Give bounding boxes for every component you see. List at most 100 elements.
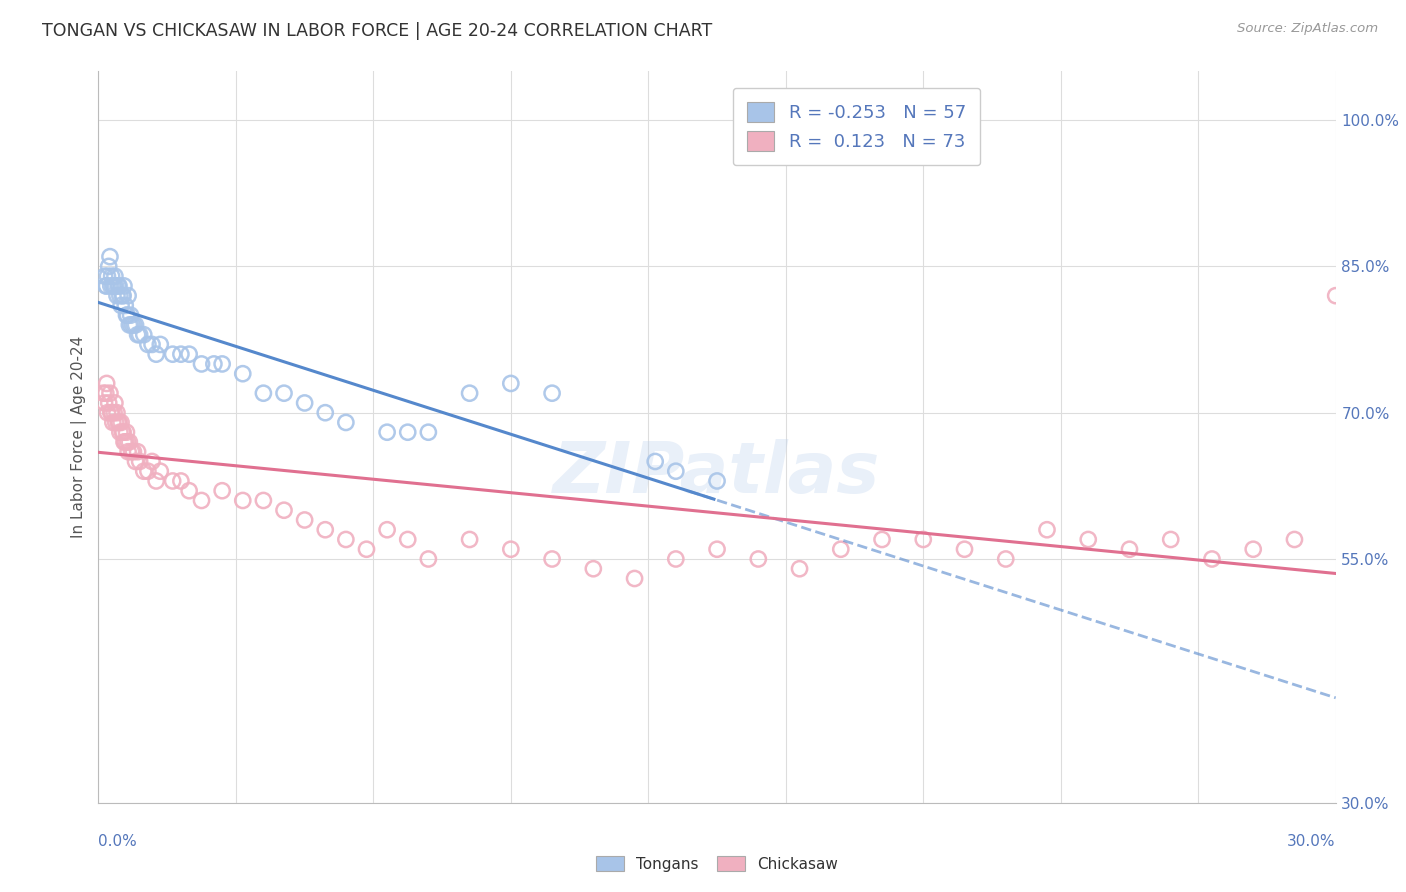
Point bbox=[314, 406, 336, 420]
Point bbox=[110, 298, 132, 312]
Point bbox=[870, 533, 893, 547]
Point bbox=[375, 425, 398, 440]
Point bbox=[665, 552, 688, 566]
Point bbox=[108, 279, 131, 293]
Point bbox=[105, 288, 128, 302]
Point bbox=[111, 288, 134, 302]
Point bbox=[94, 279, 117, 293]
Point bbox=[665, 464, 688, 478]
Point bbox=[122, 318, 145, 332]
Point bbox=[145, 474, 167, 488]
Point bbox=[170, 474, 193, 488]
Point bbox=[1118, 542, 1140, 557]
Point bbox=[273, 386, 295, 401]
Point bbox=[105, 406, 128, 420]
Point bbox=[101, 279, 124, 293]
Point bbox=[93, 386, 115, 401]
Point bbox=[314, 523, 336, 537]
Point bbox=[108, 288, 131, 302]
Point bbox=[112, 425, 135, 440]
Point bbox=[396, 533, 419, 547]
Point bbox=[830, 542, 852, 557]
Point bbox=[100, 279, 122, 293]
Point bbox=[93, 396, 115, 410]
Point bbox=[98, 250, 121, 264]
Point bbox=[190, 357, 212, 371]
Point bbox=[96, 376, 118, 391]
Point bbox=[115, 425, 138, 440]
Point bbox=[114, 434, 136, 449]
Point bbox=[103, 279, 125, 293]
Point bbox=[103, 406, 125, 420]
Point bbox=[356, 542, 378, 557]
Y-axis label: In Labor Force | Age 20-24: In Labor Force | Age 20-24 bbox=[72, 336, 87, 538]
Point bbox=[953, 542, 976, 557]
Point bbox=[98, 386, 121, 401]
Point bbox=[211, 357, 233, 371]
Point bbox=[117, 434, 139, 449]
Point bbox=[458, 533, 481, 547]
Point bbox=[252, 493, 274, 508]
Point bbox=[101, 416, 124, 430]
Point bbox=[211, 483, 233, 498]
Point bbox=[117, 444, 139, 458]
Point bbox=[104, 269, 127, 284]
Text: ZIPatlas: ZIPatlas bbox=[554, 439, 880, 508]
Point bbox=[396, 425, 419, 440]
Point bbox=[162, 474, 184, 488]
Point bbox=[273, 503, 295, 517]
Point bbox=[112, 434, 135, 449]
Point bbox=[93, 269, 115, 284]
Point bbox=[179, 347, 201, 361]
Point bbox=[110, 416, 132, 430]
Point bbox=[1160, 533, 1182, 547]
Point bbox=[127, 327, 149, 342]
Point bbox=[418, 425, 440, 440]
Point bbox=[112, 288, 135, 302]
Point bbox=[706, 474, 728, 488]
Point bbox=[294, 396, 316, 410]
Point bbox=[97, 260, 120, 274]
Point bbox=[912, 533, 935, 547]
Point bbox=[499, 542, 522, 557]
Point bbox=[1201, 552, 1223, 566]
Point bbox=[1077, 533, 1099, 547]
Point bbox=[108, 425, 131, 440]
Point bbox=[100, 406, 122, 420]
Point bbox=[541, 386, 564, 401]
Point bbox=[115, 308, 138, 322]
Point bbox=[132, 464, 155, 478]
Point bbox=[145, 347, 167, 361]
Point bbox=[112, 279, 135, 293]
Text: 30.0%: 30.0% bbox=[1288, 834, 1336, 849]
Point bbox=[120, 318, 142, 332]
Point bbox=[100, 406, 122, 420]
Point bbox=[107, 279, 129, 293]
Point bbox=[96, 279, 118, 293]
Point bbox=[1284, 533, 1306, 547]
Point bbox=[252, 386, 274, 401]
Point bbox=[1036, 523, 1059, 537]
Point bbox=[747, 552, 769, 566]
Point bbox=[149, 464, 172, 478]
Point bbox=[96, 269, 118, 284]
Point bbox=[1324, 288, 1347, 302]
Text: 0.0%: 0.0% bbox=[98, 834, 138, 849]
Point bbox=[136, 337, 159, 351]
Point bbox=[114, 298, 136, 312]
Point bbox=[541, 552, 564, 566]
Point bbox=[294, 513, 316, 527]
Point bbox=[118, 318, 141, 332]
Text: TONGAN VS CHICKASAW IN LABOR FORCE | AGE 20-24 CORRELATION CHART: TONGAN VS CHICKASAW IN LABOR FORCE | AGE… bbox=[42, 22, 713, 40]
Point bbox=[499, 376, 522, 391]
Point bbox=[162, 347, 184, 361]
Point bbox=[141, 337, 163, 351]
Point bbox=[141, 454, 163, 468]
Point bbox=[97, 396, 120, 410]
Point bbox=[104, 279, 127, 293]
Point bbox=[127, 444, 149, 458]
Point bbox=[582, 562, 605, 576]
Point bbox=[232, 367, 254, 381]
Text: Source: ZipAtlas.com: Source: ZipAtlas.com bbox=[1237, 22, 1378, 36]
Point bbox=[789, 562, 811, 576]
